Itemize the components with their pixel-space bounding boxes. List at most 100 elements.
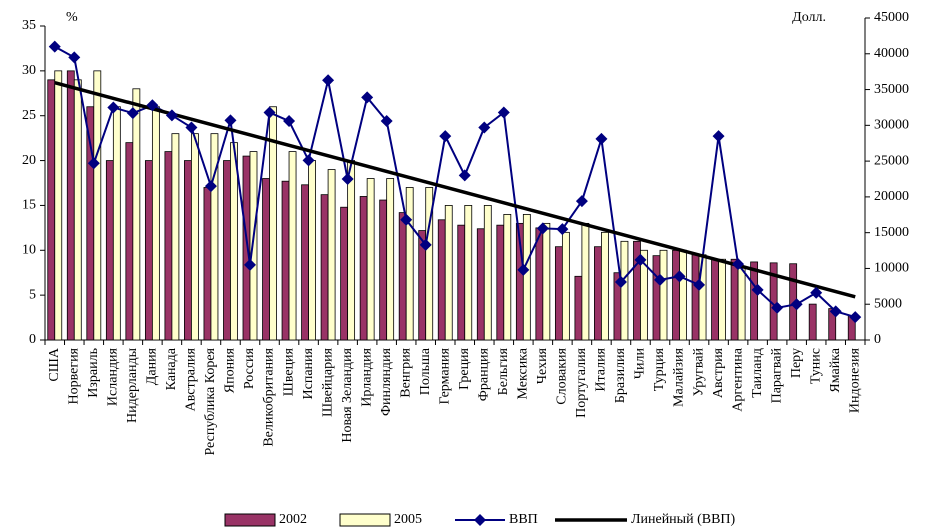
x-tick-label: Бразилия [613, 347, 628, 403]
trend-line [54, 80, 856, 299]
x-tick-label: Польша [418, 347, 433, 395]
bar [73, 79, 82, 341]
bar [711, 258, 719, 341]
bar [672, 249, 680, 341]
bar [730, 258, 739, 341]
bar [66, 70, 75, 341]
marker [341, 173, 354, 185]
marker [654, 273, 666, 286]
x-tick-label: Перу [789, 348, 804, 378]
y-tick-label: 0 [29, 332, 36, 347]
y2-tick-label: 15000 [874, 225, 909, 240]
bar [191, 133, 199, 341]
bar [308, 160, 316, 341]
marker [556, 223, 569, 236]
x-tick-label: Новая Зеландия [340, 347, 355, 442]
x-tick-label: Италия [594, 347, 609, 391]
x-tick-label: Япония [223, 347, 238, 393]
y-tick-label: 5 [29, 287, 36, 302]
marker [204, 180, 217, 193]
bar [262, 178, 270, 341]
bar [249, 151, 258, 341]
legend-label: ВВП [509, 512, 538, 527]
bar [151, 106, 160, 341]
x-tick-label: США [47, 347, 62, 381]
bar [230, 142, 238, 341]
x-tick-label: Ирландия [359, 347, 374, 406]
x-tick-label: Таиланд [750, 348, 765, 398]
x-tick-label: Парагвай [769, 348, 784, 404]
x-tick-label: Финляндия [379, 347, 394, 416]
x-tick-label: Индонезия [847, 347, 862, 413]
marker [439, 130, 452, 143]
x-tick-label: Нидерланды [125, 347, 140, 423]
x-tick-label: Чехия [535, 347, 550, 384]
bar [203, 187, 212, 341]
bar [301, 184, 309, 341]
marker [361, 91, 374, 104]
x-tick-label: Великобритания [262, 347, 277, 446]
x-tick-label: Франция [477, 347, 492, 401]
bar [340, 206, 349, 341]
bar [457, 224, 466, 341]
bar [691, 254, 700, 341]
bar [581, 222, 590, 341]
marker [673, 270, 686, 283]
bar [476, 228, 485, 341]
marker [771, 301, 784, 314]
x-tick-label: Норвегия [67, 347, 82, 404]
bar [184, 160, 192, 341]
x-tick-label: Чили [633, 348, 648, 380]
legend-swatch [224, 513, 276, 527]
marker [810, 286, 823, 299]
bar [808, 303, 817, 341]
bar [171, 133, 180, 341]
x-tick-label: Греция [457, 347, 472, 389]
marker [536, 222, 549, 235]
bar [594, 246, 602, 341]
marker [497, 106, 510, 119]
y2-tick-label: 45000 [874, 10, 909, 25]
y-tick-label: 15 [22, 198, 36, 213]
x-tick-label: Бельгия [496, 347, 511, 395]
bar [132, 88, 141, 341]
marker [634, 253, 647, 266]
marker [87, 157, 100, 170]
y-tick-label: 30 [22, 63, 36, 78]
x-tick-label: Венгрия [398, 347, 413, 397]
y-tick-label: 10 [22, 243, 36, 258]
marker [244, 258, 256, 271]
legend-label: 2005 [394, 512, 422, 527]
legend-label: 2002 [279, 512, 307, 527]
bar [542, 222, 551, 341]
marker [107, 101, 120, 114]
bar [398, 212, 407, 341]
x-tick-label: Канада [164, 347, 179, 390]
bar [522, 213, 531, 341]
x-tick-label: Мексика [516, 347, 531, 399]
marker [790, 298, 803, 311]
bar [425, 187, 434, 341]
bar [464, 205, 473, 341]
x-tick-label: Словакия [555, 347, 570, 404]
bar [320, 194, 329, 341]
x-tick-label: Дания [145, 347, 160, 385]
bar [718, 258, 726, 341]
bar [125, 142, 134, 341]
bar [659, 249, 668, 341]
x-tick-label: Малайзия [672, 347, 687, 407]
y2-tick-label: 10000 [874, 261, 909, 276]
bar [640, 249, 648, 341]
marker [829, 305, 842, 318]
marker [380, 115, 393, 128]
bar [164, 151, 173, 341]
y2-tick-label: 20000 [874, 189, 909, 204]
legend-swatch [339, 513, 391, 527]
marker [185, 121, 198, 134]
bar [561, 231, 570, 341]
y2-axis-label: Долл. [792, 10, 826, 25]
bar [437, 219, 446, 341]
marker [283, 115, 296, 128]
marker [712, 130, 725, 143]
